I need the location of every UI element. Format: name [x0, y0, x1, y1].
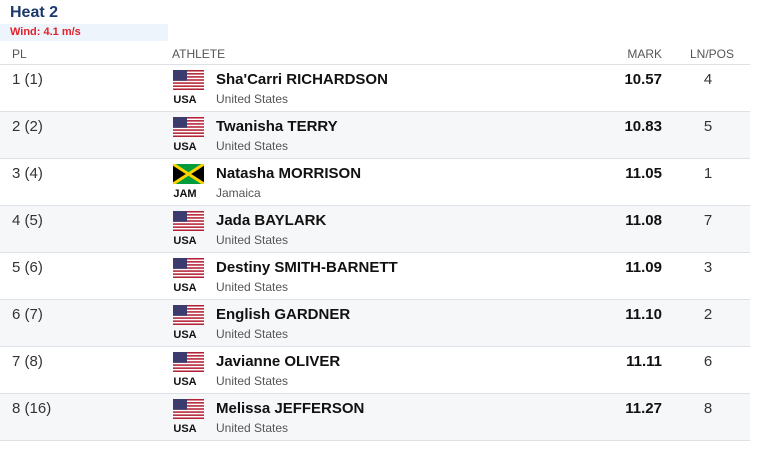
table-row	[0, 394, 750, 441]
country-name: United States	[216, 233, 289, 247]
country-flag	[173, 352, 204, 377]
country-name: United States	[216, 139, 289, 153]
column-header: LN/POS	[690, 47, 735, 61]
country-code: USA	[173, 141, 197, 153]
mark: 11.27	[625, 400, 662, 417]
table-row	[0, 300, 750, 347]
country-name: United States	[216, 327, 289, 341]
athlete-name: Sha'Carri RICHARDSON	[216, 71, 388, 88]
lane: 7	[703, 212, 713, 229]
lane: 6	[703, 353, 713, 370]
country-flag	[173, 399, 204, 424]
country-name: United States	[216, 421, 289, 435]
mark: 10.83	[624, 118, 662, 135]
lane: 8	[703, 400, 713, 417]
athlete-name: Destiny SMITH-BARNETT	[216, 259, 398, 276]
country-code: USA	[173, 235, 197, 247]
place: 7 (8)	[12, 353, 43, 370]
country-name: United States	[216, 374, 289, 388]
athlete-name: Javianne OLIVER	[216, 353, 341, 370]
heat-title: Heat 2	[10, 4, 59, 21]
column-header: MARK	[627, 47, 662, 61]
header-rule	[0, 64, 750, 65]
athlete-name: Melissa JEFFERSON	[216, 400, 365, 417]
place: 5 (6)	[12, 259, 43, 276]
table-row	[0, 112, 750, 159]
mark: 11.05	[625, 165, 662, 182]
lane: 2	[703, 306, 713, 323]
country-name: United States	[216, 92, 289, 106]
table-row	[0, 65, 750, 112]
country-name: Jamaica	[216, 186, 261, 200]
lane: 1	[703, 165, 713, 182]
mark: 11.09	[625, 259, 662, 276]
country-name: United States	[216, 280, 289, 294]
place: 4 (5)	[12, 212, 43, 229]
country-code: JAM	[173, 188, 197, 200]
table-row	[0, 253, 750, 300]
place: 3 (4)	[12, 165, 43, 182]
table-row	[0, 347, 750, 394]
athlete-name: English GARDNER	[216, 306, 351, 323]
country-code: USA	[173, 376, 197, 388]
country-flag	[172, 162, 205, 189]
country-flag	[173, 305, 204, 330]
country-flag	[173, 117, 204, 142]
place: 2 (2)	[12, 118, 43, 135]
place: 1 (1)	[12, 71, 43, 88]
lane: 5	[703, 118, 713, 135]
athlete-name: Twanisha TERRY	[216, 118, 338, 135]
country-code: USA	[173, 282, 197, 294]
table-row	[0, 206, 750, 253]
athlete-name: Jada BAYLARK	[216, 212, 327, 229]
mark: 10.57	[624, 71, 662, 88]
lane: 3	[703, 259, 713, 276]
wind-info: Wind: 4.1 m/s	[10, 26, 81, 38]
mark: 11.11	[626, 353, 662, 370]
column-header: PL	[12, 47, 27, 61]
table-row	[0, 159, 750, 206]
country-flag	[173, 258, 204, 283]
athlete-name: Natasha MORRISON	[216, 165, 362, 182]
column-header: ATHLETE	[172, 47, 226, 61]
country-code: USA	[173, 423, 197, 435]
wind-box	[0, 24, 168, 41]
mark: 11.08	[625, 212, 662, 229]
country-flag	[173, 211, 204, 236]
country-code: USA	[173, 329, 197, 341]
place: 8 (16)	[12, 400, 52, 417]
mark: 11.10	[625, 306, 662, 323]
lane: 4	[703, 71, 713, 88]
country-flag	[173, 70, 204, 95]
place: 6 (7)	[12, 306, 43, 323]
country-code: USA	[173, 94, 197, 106]
